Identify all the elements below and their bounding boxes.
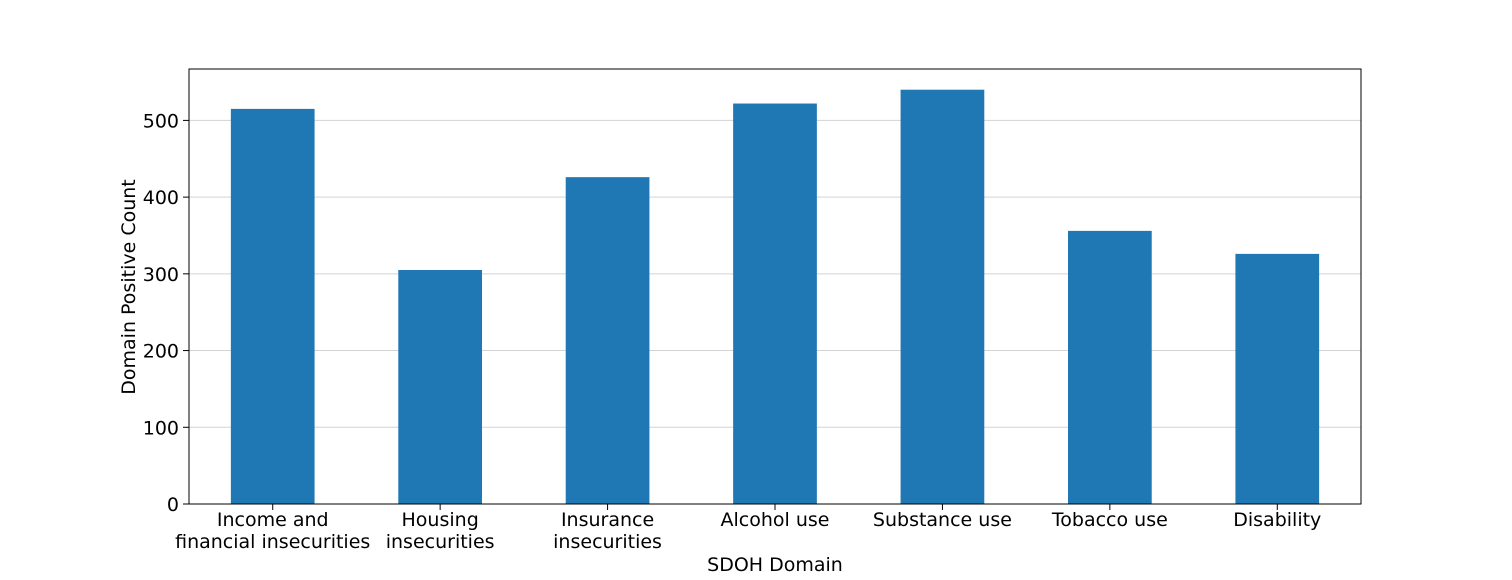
bar — [565, 177, 650, 504]
x-tick-label-line: Income and — [217, 509, 329, 531]
x-tick-label-line: Alcohol use — [721, 509, 830, 531]
x-tick-label-line: Housing — [402, 509, 479, 531]
bars-layer — [230, 89, 1320, 505]
bar — [230, 108, 315, 505]
plot-frame — [188, 68, 1362, 505]
bar — [733, 103, 817, 505]
y-tick-label: 0 — [167, 494, 179, 516]
x-axis-title: SDOH Domain — [707, 554, 843, 576]
y-axis-title: Domain Positive Count — [118, 179, 140, 394]
x-tick-label: Alcohol use — [721, 509, 830, 531]
x-tick-label-line: Insurance — [561, 509, 654, 531]
x-tick-label: Income and financial insecurities — [175, 509, 370, 553]
y-tick-label: 500 — [143, 110, 179, 132]
x-tick-label: Housing insecurities — [386, 509, 495, 553]
x-tick-label-line: Tobacco use — [1051, 509, 1168, 531]
y-tick-label: 300 — [143, 264, 179, 286]
x-tick-label-line: Substance use — [873, 509, 1012, 531]
x-tick-label-line: insecurities — [386, 531, 495, 553]
x-tick-label: Disability — [1233, 509, 1321, 531]
axis-layer: 0 100 200 300 400 500 Income and financial inse… — [143, 68, 1362, 553]
y-tick-label: 200 — [143, 341, 179, 363]
x-tick-label-line: insecurities — [553, 531, 662, 553]
labels-layer: SDOH Domain Domain Positive Count — [118, 179, 843, 576]
x-tick-label-line: financial insecurities — [175, 531, 370, 553]
x-tick-label: Substance use — [873, 509, 1012, 531]
bar — [1235, 253, 1320, 504]
bar — [398, 270, 482, 504]
y-tick-label: 400 — [143, 187, 179, 209]
bar — [1068, 230, 1152, 505]
x-tick-label-line: Disability — [1233, 509, 1321, 531]
bar — [900, 89, 985, 504]
x-tick-label: Insurance insecurities — [553, 509, 662, 553]
y-tick-label: 100 — [143, 417, 179, 439]
x-tick-label: Tobacco use — [1051, 509, 1168, 531]
